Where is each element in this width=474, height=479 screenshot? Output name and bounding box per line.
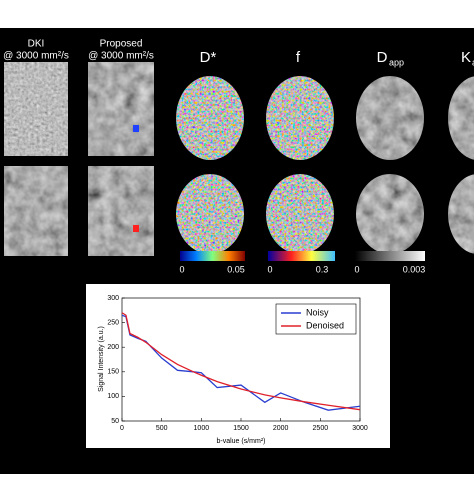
- mri-images: [4, 62, 474, 256]
- y-axis-label: Signal Intensity (a.u.): [98, 326, 105, 392]
- panel-title: D*: [200, 49, 217, 66]
- x-tick-label: 1500: [233, 425, 249, 432]
- panel-subscript: app: [472, 57, 474, 67]
- colorbar-label: 0: [179, 264, 184, 274]
- panel-subscript: app: [389, 57, 404, 67]
- panel-subtitle: @ 3000 mm²/s: [3, 51, 69, 62]
- series-line: [121, 314, 361, 411]
- colorbar-label: 0.05: [227, 264, 245, 274]
- x-tick-label: 2500: [313, 425, 329, 432]
- panel-title: K: [461, 49, 471, 66]
- x-tick-label: 1000: [194, 425, 210, 432]
- x-tick-label: 3000: [352, 425, 368, 432]
- y-tick-label: 150: [107, 369, 119, 376]
- y-tick-label: 50: [111, 418, 119, 425]
- panel-title: f: [296, 49, 301, 66]
- x-tick-label: 500: [156, 425, 168, 432]
- colorbars: [180, 251, 425, 261]
- panel-title: Proposed: [100, 39, 143, 50]
- colorbar-label: 0: [354, 264, 359, 274]
- panel-subtitle: @ 3000 mm²/s: [88, 51, 154, 62]
- colorbar-label: 0.003: [403, 264, 426, 274]
- x-axis-label: b-value (s/mm²): [216, 438, 265, 445]
- y-tick-label: 300: [107, 295, 119, 302]
- x-tick-label: 0: [120, 425, 124, 432]
- x-tick-label: 2000: [273, 425, 289, 432]
- legend-label: Noisy: [306, 307, 329, 317]
- y-tick-label: 200: [107, 344, 119, 351]
- panel-title: D: [377, 49, 388, 66]
- colorbar-label: 0: [267, 264, 272, 274]
- y-tick-label: 100: [107, 393, 119, 400]
- y-tick-label: 250: [107, 319, 119, 326]
- series-line: [121, 312, 361, 411]
- legend-label: Denoised: [306, 320, 344, 330]
- colorbar-label: 0.3: [316, 264, 329, 274]
- plot-frame: [121, 297, 361, 422]
- legend-box: [275, 303, 357, 335]
- panel-title: DKI: [28, 39, 45, 50]
